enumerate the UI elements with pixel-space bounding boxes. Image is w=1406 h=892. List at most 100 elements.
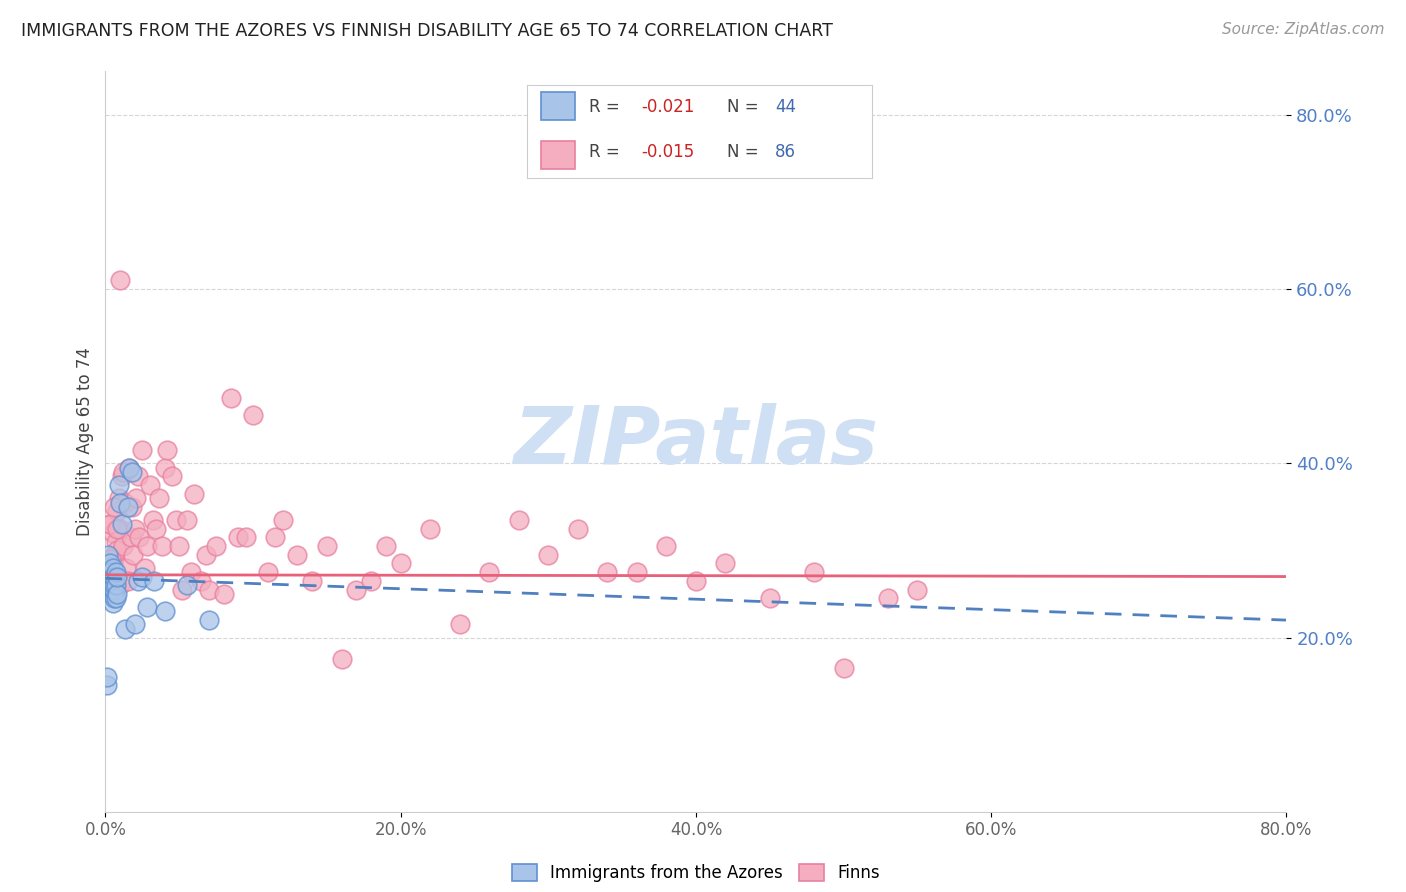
Point bbox=[124, 522, 146, 536]
Point bbox=[389, 557, 412, 571]
Point bbox=[156, 443, 179, 458]
Point bbox=[449, 617, 471, 632]
Point bbox=[169, 539, 191, 553]
Point bbox=[120, 530, 142, 544]
Point bbox=[98, 587, 121, 601]
Point bbox=[121, 465, 143, 479]
Point bbox=[100, 552, 122, 566]
Point bbox=[101, 596, 124, 610]
Point bbox=[103, 500, 125, 514]
Point bbox=[360, 574, 382, 588]
Point bbox=[138, 478, 162, 492]
Point bbox=[508, 513, 530, 527]
Bar bbox=[541, 92, 575, 120]
Point bbox=[165, 513, 187, 527]
Point bbox=[197, 582, 219, 597]
Point bbox=[176, 513, 198, 527]
Point bbox=[98, 517, 121, 532]
Bar bbox=[541, 141, 575, 169]
Point bbox=[176, 578, 198, 592]
Point bbox=[105, 543, 128, 558]
Point bbox=[235, 530, 257, 544]
Point bbox=[832, 661, 855, 675]
Point bbox=[100, 587, 122, 601]
Point bbox=[567, 522, 589, 536]
Text: -0.015: -0.015 bbox=[641, 144, 695, 161]
Point bbox=[112, 539, 135, 553]
Point bbox=[103, 569, 125, 583]
Point bbox=[97, 561, 120, 575]
Text: R =: R = bbox=[589, 144, 626, 161]
Point bbox=[105, 569, 128, 583]
Point bbox=[905, 582, 928, 597]
Point bbox=[478, 565, 501, 579]
Point bbox=[626, 565, 648, 579]
Point bbox=[118, 460, 141, 475]
Point bbox=[330, 652, 353, 666]
Point bbox=[205, 539, 228, 553]
Text: R =: R = bbox=[589, 98, 626, 116]
Point bbox=[101, 526, 124, 541]
Point bbox=[194, 548, 217, 562]
Point bbox=[803, 565, 825, 579]
Point bbox=[101, 587, 124, 601]
Point bbox=[100, 565, 122, 579]
Point bbox=[100, 569, 122, 583]
Point bbox=[103, 552, 125, 566]
Point bbox=[114, 622, 136, 636]
Text: -0.021: -0.021 bbox=[641, 98, 695, 116]
Point bbox=[104, 534, 127, 549]
Point bbox=[105, 522, 128, 536]
Point bbox=[117, 574, 139, 588]
Point bbox=[135, 600, 157, 615]
Point bbox=[100, 578, 122, 592]
Point bbox=[287, 548, 309, 562]
Point bbox=[256, 565, 278, 579]
Legend: Immigrants from the Azores, Finns: Immigrants from the Azores, Finns bbox=[505, 857, 887, 888]
Point bbox=[685, 574, 707, 588]
Point bbox=[101, 582, 124, 597]
Point bbox=[110, 495, 132, 509]
Y-axis label: Disability Age 65 to 74: Disability Age 65 to 74 bbox=[76, 347, 94, 536]
Point bbox=[104, 574, 127, 588]
Point bbox=[101, 578, 124, 592]
Point bbox=[271, 513, 294, 527]
Point bbox=[242, 409, 264, 423]
Point bbox=[97, 569, 120, 583]
Point bbox=[346, 582, 368, 597]
Point bbox=[315, 539, 337, 553]
Point bbox=[112, 465, 135, 479]
Point bbox=[111, 517, 134, 532]
Point bbox=[655, 539, 678, 553]
Point bbox=[180, 565, 202, 579]
Point bbox=[104, 591, 127, 606]
Point bbox=[537, 548, 560, 562]
Point bbox=[103, 582, 125, 597]
Point bbox=[96, 678, 118, 692]
Text: 44: 44 bbox=[775, 98, 796, 116]
Point bbox=[104, 578, 127, 592]
Point bbox=[103, 578, 125, 592]
Point bbox=[101, 569, 124, 583]
Point bbox=[110, 522, 132, 536]
Text: N =: N = bbox=[727, 144, 763, 161]
Point bbox=[98, 557, 121, 571]
Point bbox=[110, 578, 132, 592]
Point bbox=[759, 591, 782, 606]
Point bbox=[117, 500, 139, 514]
Point bbox=[877, 591, 900, 606]
Point bbox=[105, 504, 128, 518]
Point bbox=[128, 530, 150, 544]
Point bbox=[153, 604, 176, 618]
Point bbox=[127, 574, 149, 588]
Point bbox=[124, 617, 146, 632]
Point bbox=[212, 587, 235, 601]
Point bbox=[134, 561, 156, 575]
Point bbox=[125, 491, 148, 505]
Point bbox=[98, 578, 121, 592]
Point bbox=[183, 487, 205, 501]
Point bbox=[103, 591, 125, 606]
Point bbox=[131, 569, 153, 583]
Point bbox=[101, 561, 124, 575]
Point bbox=[714, 557, 737, 571]
